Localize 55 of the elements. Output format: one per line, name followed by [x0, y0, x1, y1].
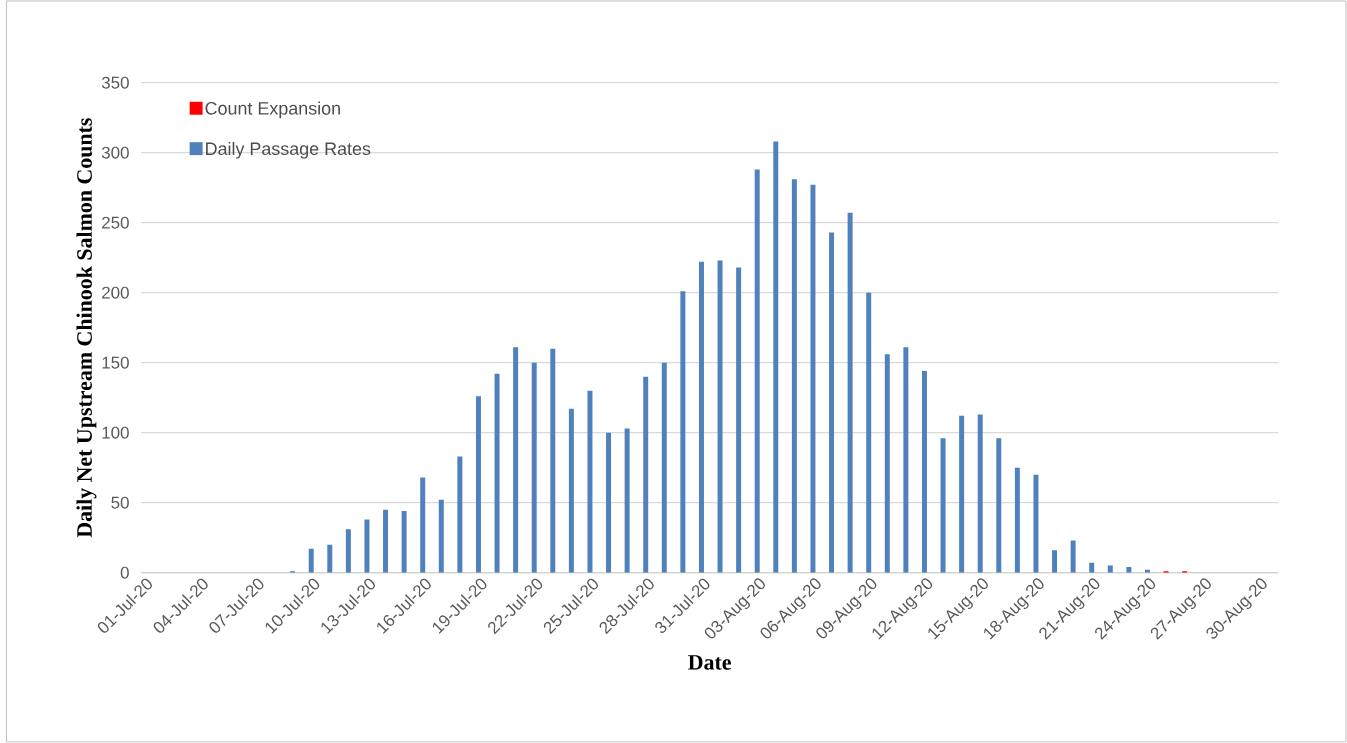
- bar: [420, 477, 426, 573]
- bar: [606, 432, 612, 573]
- bar: [940, 438, 946, 573]
- bar: [736, 267, 742, 573]
- bar: [513, 347, 519, 573]
- bar: [1089, 562, 1095, 573]
- bar: [921, 371, 927, 573]
- bar: [791, 179, 797, 573]
- bar: [457, 456, 463, 573]
- bar: [903, 347, 909, 573]
- bar: [383, 509, 389, 573]
- x-axis-title: Date: [688, 655, 731, 670]
- bar: [959, 415, 965, 573]
- bar: [996, 438, 1002, 573]
- y-tick-label: 0: [120, 566, 129, 579]
- bar: [1014, 467, 1020, 573]
- bar: [587, 390, 593, 573]
- y-tick-label: 350: [101, 76, 129, 89]
- bar: [624, 428, 630, 573]
- bar: [661, 362, 667, 573]
- bar: [1070, 540, 1076, 573]
- bar: [327, 544, 333, 573]
- legend-label: Daily Passage Rates: [206, 141, 371, 159]
- bar: [550, 348, 556, 573]
- bar: [754, 169, 760, 573]
- bar: [977, 414, 983, 573]
- bar: [717, 260, 723, 573]
- bar: [643, 376, 649, 573]
- bar: [438, 499, 444, 573]
- bar: [680, 291, 686, 573]
- bar: [773, 141, 779, 573]
- y-tick-label: 250: [102, 216, 129, 229]
- bar: [308, 548, 314, 573]
- bar: [364, 519, 370, 573]
- y-tick-label: 300: [101, 146, 129, 159]
- bar: [475, 396, 481, 573]
- y-axis-title: Daily Net Upstream Chinook Salmon Counts: [76, 118, 97, 538]
- bar: [345, 529, 351, 573]
- y-tick-label: 50: [111, 496, 129, 509]
- bar: [401, 511, 407, 573]
- y-tick-label: 200: [102, 286, 129, 299]
- bar: [829, 232, 835, 573]
- bar: [698, 261, 704, 573]
- bar: [531, 362, 537, 573]
- bar: [884, 354, 890, 573]
- y-tick-label: 100: [102, 426, 129, 439]
- bar: [847, 212, 853, 573]
- bar: [810, 184, 816, 573]
- bar: [568, 408, 574, 573]
- y-tick-label: 150: [102, 356, 129, 369]
- bar: [1033, 474, 1039, 573]
- bar: [866, 292, 872, 573]
- bar: [1052, 550, 1058, 573]
- legend-label: Count Expansion: [205, 101, 340, 119]
- bar: [494, 373, 500, 573]
